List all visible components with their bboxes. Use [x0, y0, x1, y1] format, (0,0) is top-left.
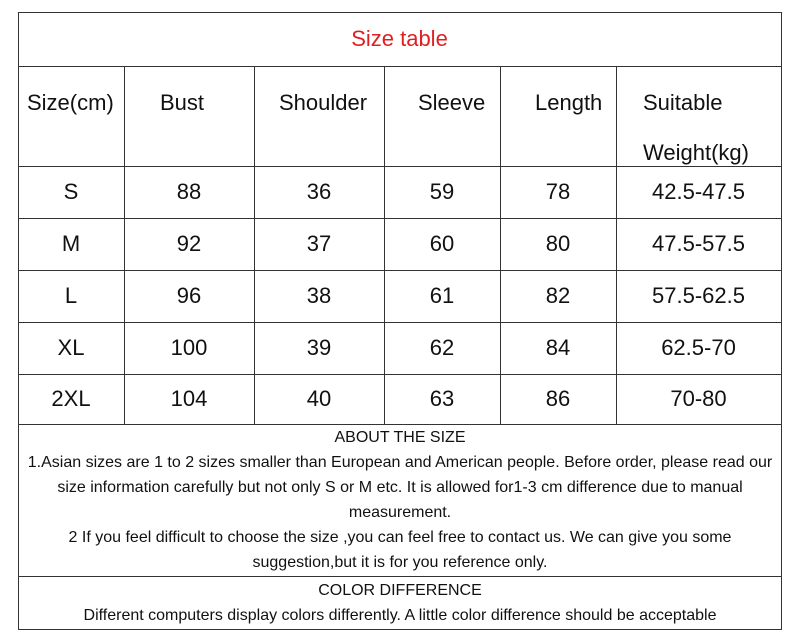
table-cell: 39 — [306, 335, 332, 360]
table-cell: 61 — [429, 283, 455, 308]
h-border — [18, 576, 782, 577]
table-cell: L — [64, 283, 78, 308]
about-paragraph: 2 If you feel difficult to choose the si… — [68, 529, 732, 571]
table-cell: 84 — [545, 335, 571, 360]
table-cell: 63 — [429, 386, 455, 411]
table-cell: 104 — [170, 386, 208, 411]
table-cell: 78 — [545, 179, 571, 204]
table-cell: 60 — [429, 231, 455, 256]
table-cell: M — [61, 231, 81, 256]
table-cell: 59 — [429, 179, 455, 204]
header-cell: Bust — [160, 90, 205, 115]
v-border — [500, 66, 501, 424]
table-cell: XL — [57, 335, 85, 360]
v-border — [616, 66, 617, 424]
h-border — [18, 374, 782, 375]
header-cell: Length — [535, 90, 603, 115]
header-cell: Sleeve — [418, 90, 486, 115]
table-cell: 88 — [176, 179, 202, 204]
table-cell: 38 — [306, 283, 332, 308]
h-border — [18, 424, 782, 425]
table-cell: 40 — [306, 386, 332, 411]
table-cell: 57.5-62.5 — [652, 283, 745, 308]
v-border — [18, 12, 19, 630]
table-cell: 62.5-70 — [661, 335, 736, 360]
color-heading: COLOR DIFFERENCE — [318, 582, 482, 599]
h-border — [18, 629, 782, 630]
table-cell: 62 — [429, 335, 455, 360]
h-border — [18, 322, 782, 323]
table-cell: 70-80 — [670, 386, 727, 411]
table-cell: 37 — [306, 231, 332, 256]
h-border — [18, 12, 782, 13]
table-cell: 42.5-47.5 — [652, 179, 745, 204]
table-cell: 92 — [176, 231, 202, 256]
table-title: Size table — [351, 26, 448, 51]
color-text: Different computers display colors diffe… — [83, 607, 717, 624]
table-cell: 36 — [306, 179, 332, 204]
v-border — [781, 12, 782, 630]
header-cell: Suitable Weight(kg) — [643, 90, 749, 165]
table-cell: 82 — [545, 283, 571, 308]
table-cell: 86 — [545, 386, 571, 411]
h-border — [18, 270, 782, 271]
v-border — [384, 66, 385, 424]
v-border — [124, 66, 125, 424]
header-cell: Shoulder — [279, 90, 368, 115]
about-heading: ABOUT THE SIZE — [334, 429, 466, 446]
table-cell: 47.5-57.5 — [652, 231, 745, 256]
h-border — [18, 66, 782, 67]
table-cell: 80 — [545, 231, 571, 256]
about-paragraph: 1.Asian sizes are 1 to 2 sizes smaller t… — [27, 454, 773, 521]
table-cell: S — [63, 179, 79, 204]
h-border — [18, 218, 782, 219]
h-border — [18, 166, 782, 167]
table-cell: 100 — [170, 335, 208, 360]
table-cell: 2XL — [51, 386, 91, 411]
header-cell: Size(cm) — [27, 90, 114, 115]
table-cell: 96 — [176, 283, 202, 308]
v-border — [254, 66, 255, 424]
